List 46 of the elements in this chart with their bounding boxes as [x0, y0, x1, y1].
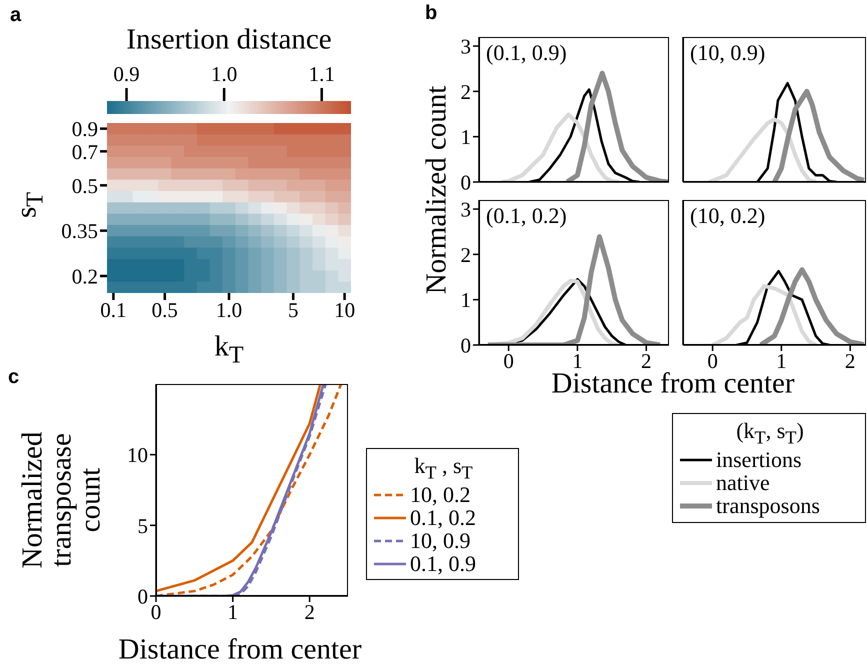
y-axis-title: Normalized count [420, 86, 452, 294]
color-bar-label: 1.0 [210, 62, 238, 86]
x-tick-label: 2 [304, 600, 315, 624]
legend-label: 0.1, 0.9 [410, 550, 476, 576]
legend-label: 10, 0.2 [410, 482, 470, 507]
color-bar-label: 1.1 [308, 62, 335, 86]
annotation: (0.1, 0.9) [486, 40, 567, 65]
y-tick-label: 0.2 [72, 264, 98, 288]
text: a [10, 4, 22, 26]
color-bar-title: Insertion distance [126, 24, 332, 56]
legend-label: 10, 0.9 [410, 528, 470, 553]
legend-label: 0.1, 0.2 [410, 504, 476, 530]
text: b [425, 2, 438, 24]
x-tick-label: 2 [844, 348, 856, 373]
x-tick-label: 5 [288, 298, 298, 322]
y-tick-label: 0.35 [61, 219, 98, 244]
text: c [8, 366, 20, 388]
legend-label: insertions [716, 447, 802, 472]
x-tick-label: 0.1 [100, 298, 127, 322]
y-tick-label: 3 [460, 198, 471, 222]
y-tick-label: 10 [127, 443, 148, 468]
y-tick-label: 0 [460, 170, 471, 194]
annotation: (10, 0.2) [690, 203, 766, 228]
y-tick-label: 0 [138, 584, 148, 608]
y-tick-label: 0.9 [72, 117, 98, 142]
x-axis-title: k$_{T}$ [214, 330, 244, 368]
x-tick-label: 10 [334, 298, 356, 322]
y-tick-label: 1 [460, 125, 471, 150]
annotation: (10, 0.9) [690, 40, 766, 65]
y-tick-label: 2 [460, 242, 471, 267]
x-tick-label: 1.0 [216, 298, 242, 322]
y-tick-label: 2 [460, 80, 471, 104]
legend-label: native [716, 470, 770, 496]
y-tick-label: 3 [460, 34, 471, 59]
x-tick-label: 0 [503, 348, 514, 373]
y-tick-label: 5 [138, 514, 148, 538]
y-tick-label: 0 [460, 333, 471, 358]
x-axis-title: Distance from center [118, 634, 362, 666]
annotation: (0.1, 0.2) [486, 203, 567, 228]
x-tick-label: 1 [228, 600, 238, 624]
y-tick-label: 0.7 [72, 140, 98, 164]
legend-title: k$_{T}$ , s$_{T}$ [414, 452, 473, 482]
y-tick-label: 0.5 [72, 174, 98, 198]
legend-label: transposons [716, 493, 820, 518]
legend-title: (k$_{T}$, s$_{T}$) [736, 418, 804, 448]
y-axis-title: Normalized transposase count [16, 432, 106, 568]
